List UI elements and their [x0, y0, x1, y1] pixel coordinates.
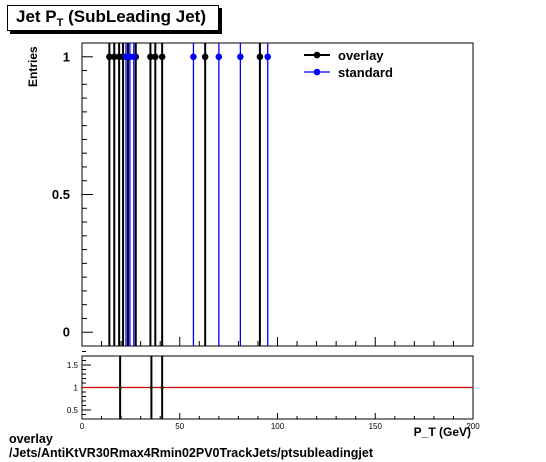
- y-tick-label: 1: [63, 49, 70, 64]
- point-standard: [237, 53, 244, 61]
- title-box: Jet PT (SubLeading Jet): [7, 5, 219, 31]
- footer: overlay /Jets/AntiKtVR30Rmax4Rmin02PV0Tr…: [9, 432, 373, 460]
- point-overlay: [152, 53, 159, 61]
- footer-line-1: overlay: [9, 432, 53, 446]
- point-standard: [264, 53, 272, 61]
- ratio-x-tick-label: 100: [271, 422, 285, 431]
- y-tick-label: 0: [63, 325, 70, 340]
- legend-marker: [313, 51, 321, 59]
- point-overlay: [158, 53, 166, 61]
- point-standard: [130, 53, 138, 61]
- ratio-point: [118, 386, 122, 389]
- y-axis-label: Entries: [26, 46, 40, 87]
- ratio-x-tick-label: 150: [369, 422, 383, 431]
- point-overlay: [106, 53, 113, 61]
- ratio-x-tick-label: 200: [466, 422, 480, 431]
- point-overlay: [147, 53, 154, 61]
- legend-label: standard: [338, 65, 393, 80]
- y-tick-label: 0.5: [52, 187, 70, 202]
- legend-label: overlay: [338, 48, 384, 63]
- ratio-y-tick-label: 1.5: [67, 361, 79, 370]
- x-axis-label: P_T (GeV): [414, 425, 471, 439]
- ratio-y-tick-label: 1: [74, 384, 79, 393]
- main-frame: [81, 42, 474, 347]
- legend: overlay standard: [304, 48, 393, 80]
- point-standard: [215, 53, 223, 61]
- point-overlay: [110, 53, 118, 61]
- footer-line-2: /Jets/AntiKtVR30Rmax4Rmin02PV0TrackJets/…: [9, 446, 374, 460]
- chart-title: Jet PT (SubLeading Jet): [16, 7, 206, 29]
- point-standard: [190, 53, 197, 61]
- point-overlay: [256, 53, 264, 61]
- ratio-y-tick-label: 0.5: [67, 406, 79, 415]
- point-overlay: [201, 53, 209, 61]
- legend-marker: [313, 68, 321, 76]
- ratio-x-tick-label: 0: [80, 422, 85, 431]
- ratio-point: [160, 386, 164, 389]
- ratio-x-tick-label: 50: [175, 422, 184, 431]
- ratio-point: [149, 386, 153, 389]
